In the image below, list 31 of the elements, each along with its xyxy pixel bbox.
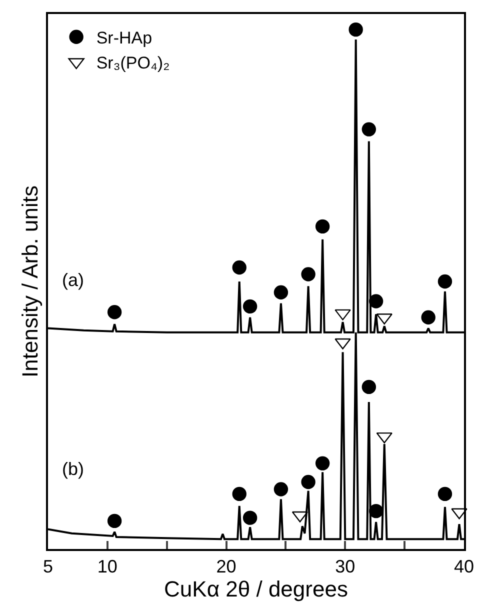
- legend-label: Sr-HAp: [96, 28, 152, 48]
- x-tick-label: 5: [42, 556, 54, 577]
- annotation: (b): [62, 459, 84, 479]
- point: [107, 305, 122, 320]
- point: [315, 219, 330, 234]
- x-tick-label: 40: [454, 556, 474, 577]
- point: [438, 486, 452, 502]
- point: [438, 274, 452, 289]
- x-tick-label: 20: [216, 556, 236, 577]
- point: [232, 260, 246, 275]
- point: [274, 482, 288, 496]
- point: [301, 474, 316, 490]
- x-axis-title: CuKα 2θ / degrees: [164, 576, 348, 602]
- point: [274, 285, 288, 300]
- point: [315, 456, 330, 470]
- point: [242, 299, 258, 314]
- point: [242, 510, 258, 525]
- point: [368, 294, 384, 308]
- y-axis-title: Intensity / Arb. units: [17, 186, 42, 378]
- x-tick-label: 30: [335, 556, 356, 577]
- x-tick-label: 10: [97, 556, 118, 577]
- point: [362, 122, 376, 136]
- point: [368, 504, 384, 518]
- point: [107, 514, 122, 528]
- annotation: (a): [62, 270, 84, 290]
- point: [362, 380, 376, 394]
- point: [421, 310, 436, 324]
- legend-label: Sr₃(PO₄)₂: [96, 54, 170, 73]
- point: [348, 22, 363, 37]
- point: [301, 267, 316, 282]
- point: [232, 486, 246, 502]
